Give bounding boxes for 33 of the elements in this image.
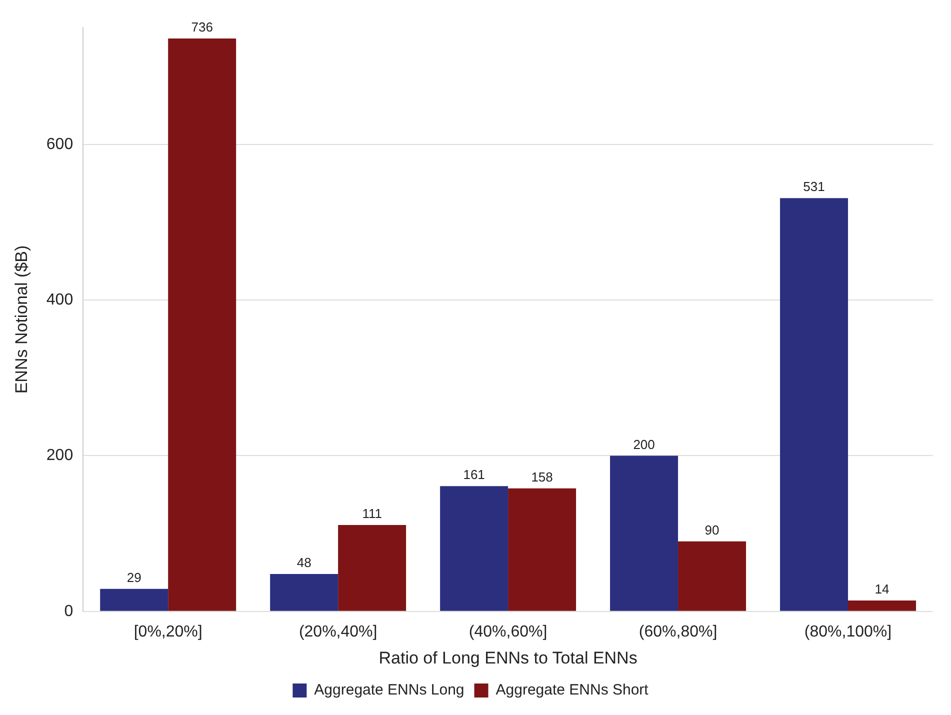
data-label: 48 [296, 555, 312, 570]
bar [440, 486, 508, 611]
data-label: 161 [463, 467, 485, 482]
data-label: 736 [191, 20, 213, 35]
x-tick-label: (20%,40%] [298, 623, 378, 640]
y-tick-label: 400 [46, 291, 74, 308]
x-tick-label: (80%,100%] [804, 623, 892, 640]
data-label: 29 [126, 570, 142, 585]
bar [100, 588, 168, 611]
data-label: 158 [531, 469, 553, 484]
bar [610, 456, 678, 611]
data-label: 531 [803, 179, 825, 194]
x-tick-label: [0%,20%] [134, 623, 202, 640]
x-tick-label: (60%,80%] [638, 623, 718, 640]
bar [168, 38, 236, 611]
y-axis-title: ENNs Notional ($B) [12, 245, 31, 394]
y-tick-label: 200 [46, 447, 74, 464]
y-tick-label: 600 [46, 136, 74, 153]
bar [780, 198, 848, 611]
x-axis-title: Ratio of Long ENNs to Total ENNs [378, 648, 638, 668]
bar [848, 600, 916, 611]
legend-label: Aggregate ENNs Long [314, 682, 464, 699]
legend-label: Aggregate ENNs Short [496, 682, 650, 699]
data-label: 200 [633, 436, 655, 452]
data-label: 14 [874, 582, 890, 597]
bar [678, 541, 746, 611]
y-tick-label: 0 [64, 602, 74, 620]
bar [508, 488, 576, 611]
bar [338, 524, 406, 611]
data-label: 90 [704, 522, 720, 538]
bar [270, 574, 338, 611]
x-tick-label: (40%,60%] [468, 623, 548, 640]
data-label: 111 [362, 506, 382, 522]
